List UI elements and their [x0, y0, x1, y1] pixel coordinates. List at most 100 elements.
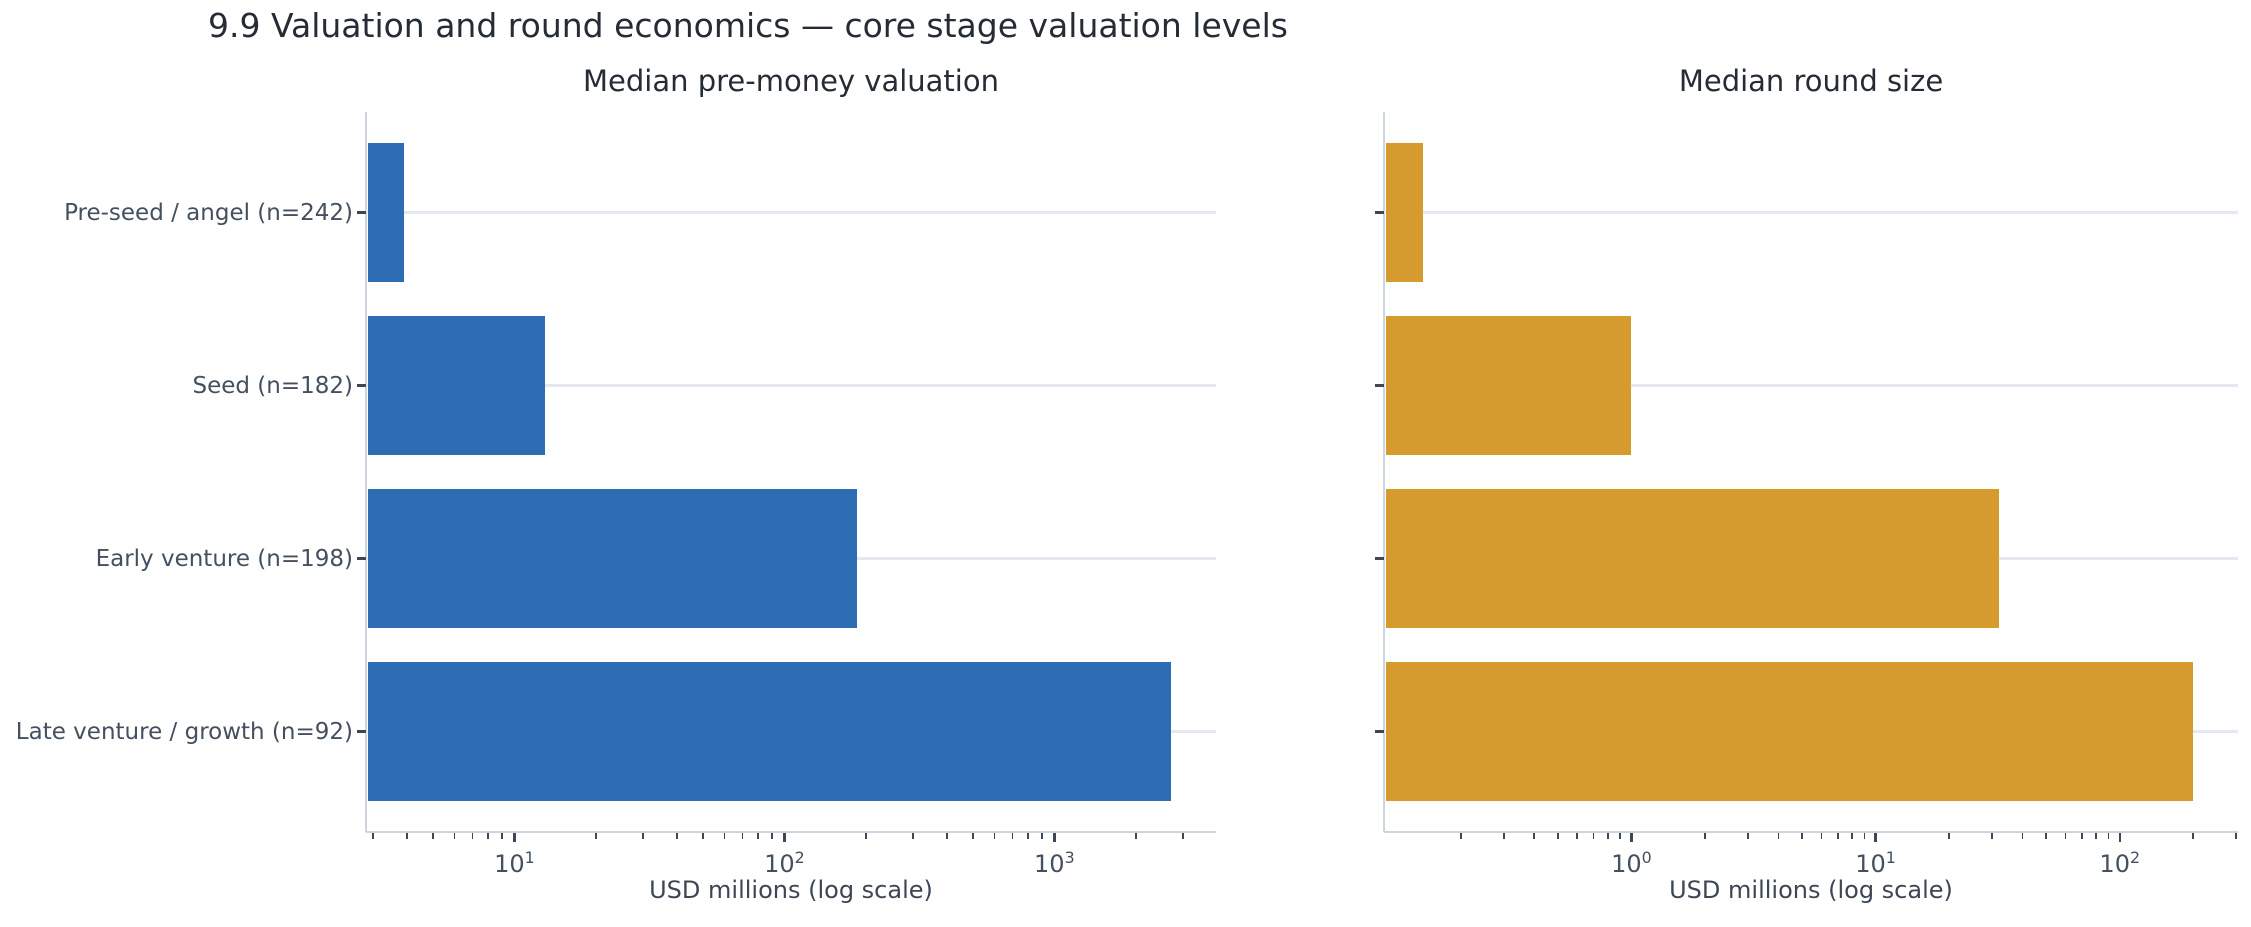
x-minor-tick — [1533, 833, 1536, 839]
bar — [1386, 316, 1632, 455]
x-minor-tick — [676, 833, 678, 839]
x-minor-tick — [1027, 833, 1030, 839]
tick-exponent: 3 — [1064, 848, 1075, 867]
x-axis-label: USD millions (log scale) — [649, 876, 933, 904]
axis-spine-bottom — [366, 831, 1216, 834]
x-tick-label: 101 — [1855, 848, 1896, 878]
x-minor-tick — [741, 833, 744, 839]
x-tick-label: 103 — [1034, 848, 1075, 878]
y-tick — [1375, 384, 1384, 387]
x-minor-tick — [1851, 833, 1853, 839]
x-minor-tick — [912, 833, 915, 839]
x-minor-tick — [453, 833, 456, 839]
x-minor-tick — [1704, 833, 1706, 839]
x-minor-tick — [771, 833, 773, 839]
x-tick-label: 102 — [2099, 848, 2141, 878]
subplot-title: Median pre-money valuation — [583, 64, 999, 98]
x-minor-tick — [594, 833, 597, 839]
x-tick-label: 101 — [494, 848, 535, 878]
x-minor-tick — [1948, 833, 1950, 839]
y-tick-label: Early venture (n=198) — [95, 545, 353, 572]
x-minor-tick — [1134, 833, 1137, 839]
tick-exponent: 2 — [794, 848, 805, 867]
x-minor-tick — [1592, 833, 1595, 839]
x-minor-tick — [1606, 833, 1609, 839]
bar — [1386, 489, 1999, 628]
x-minor-tick — [1576, 833, 1579, 839]
y-tick — [1375, 211, 1384, 214]
x-minor-tick — [2045, 833, 2048, 839]
bar — [1386, 662, 2194, 801]
y-tick — [1375, 730, 1384, 733]
y-tick — [357, 384, 366, 387]
x-major-tick — [1053, 833, 1056, 842]
x-minor-tick — [1556, 833, 1559, 839]
gridline — [366, 211, 1216, 214]
plot-area: Pre-seed / angel (n=242) Seed (n=182) Earl… — [16, 112, 1216, 877]
y-tick-label: Seed (n=182) — [192, 372, 353, 399]
x-minor-tick — [432, 833, 435, 839]
bar — [368, 316, 546, 455]
tick-exponent: 1 — [524, 848, 535, 867]
x-minor-tick — [946, 833, 948, 839]
gridline — [366, 384, 1216, 387]
x-major-tick — [513, 833, 516, 842]
x-minor-tick — [406, 833, 408, 839]
bar — [1386, 143, 1423, 282]
x-minor-tick — [1747, 833, 1749, 839]
x-minor-tick — [471, 833, 474, 839]
x-minor-tick — [1863, 833, 1866, 839]
x-tick-label: 102 — [764, 848, 805, 878]
x-minor-tick — [864, 833, 867, 839]
axis-spine-left — [365, 112, 368, 832]
x-minor-tick — [1801, 833, 1803, 839]
x-axis-label: USD millions (log scale) — [1669, 876, 1953, 904]
x-minor-tick — [1011, 833, 1014, 839]
x-minor-tick — [2081, 833, 2083, 839]
x-minor-tick — [2192, 833, 2195, 839]
x-minor-tick — [1041, 833, 1043, 839]
x-minor-tick — [1991, 833, 1993, 839]
x-minor-tick — [1459, 833, 1462, 839]
gridline — [1384, 384, 2238, 387]
x-minor-tick — [2064, 833, 2067, 839]
x-minor-tick — [501, 833, 503, 839]
y-tick-label: Late venture / growth (n=92) — [15, 718, 353, 745]
x-major-tick — [1874, 833, 1877, 842]
y-tick — [357, 557, 366, 560]
x-minor-tick — [487, 833, 490, 839]
subplot-median-round-size: Median round size 100 101 102 USD millions… — [1375, 64, 2238, 904]
x-minor-tick — [757, 833, 760, 839]
x-minor-tick — [1820, 833, 1823, 839]
tick-exponent: 0 — [1641, 848, 1652, 867]
x-minor-tick — [642, 833, 645, 839]
x-minor-tick — [1836, 833, 1839, 839]
x-minor-tick — [1182, 833, 1185, 839]
x-minor-tick — [723, 833, 726, 839]
figure-title: 9.9 Valuation and round economics — core… — [208, 6, 1288, 45]
y-tick — [1375, 557, 1384, 560]
y-tick-label: Pre-seed / angel (n=242) — [64, 199, 353, 226]
bar — [368, 143, 404, 282]
x-minor-tick — [1777, 833, 1780, 839]
y-tick — [357, 730, 366, 733]
axis-spine-left — [1383, 112, 1386, 832]
x-minor-tick — [2021, 833, 2024, 839]
x-major-tick — [2118, 833, 2121, 842]
gridline — [1384, 211, 2238, 214]
x-major-tick — [1630, 833, 1633, 842]
bar — [368, 662, 1171, 801]
subplot-median-premoney-valuation: Median pre-money valuation Pre-seed / an… — [16, 64, 1216, 904]
y-tick — [357, 211, 366, 214]
tick-exponent: 1 — [1885, 848, 1896, 867]
x-minor-tick — [2235, 833, 2238, 839]
bar — [368, 489, 857, 628]
x-minor-tick — [372, 833, 375, 839]
x-major-tick — [783, 833, 786, 842]
subplot-title: Median round size — [1678, 64, 1944, 98]
x-minor-tick — [1502, 833, 1505, 839]
x-minor-tick — [993, 833, 996, 839]
x-minor-tick — [702, 833, 704, 839]
x-minor-tick — [1619, 833, 1622, 839]
